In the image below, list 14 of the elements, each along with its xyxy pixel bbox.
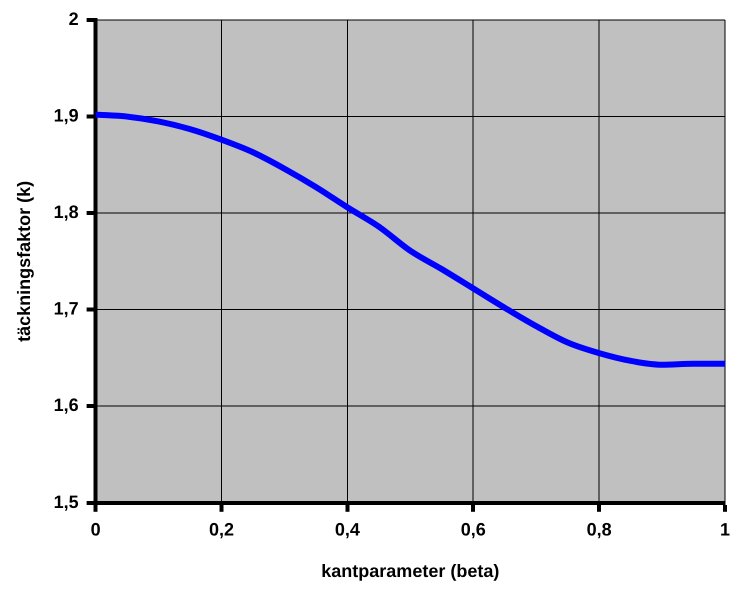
y-tick-label: 1,6 (54, 395, 79, 416)
x-tick-label: 0,2 (208, 520, 234, 540)
x-axis-title: kantparameter (beta) (321, 561, 500, 582)
x-tick-label: 0,8 (586, 520, 612, 540)
x-tick-label: 0,6 (460, 520, 486, 540)
x-tick-label: 0 (90, 520, 101, 540)
y-tick-label: 2 (68, 8, 79, 29)
y-tick-label: 1,7 (54, 298, 79, 319)
y-axis-title: täckningsfaktor (k) (14, 180, 34, 342)
y-tick-label: 1,8 (54, 202, 79, 222)
y-tick-label: 1,5 (54, 492, 79, 512)
x-tick-label: 0,4 (334, 520, 360, 540)
y-tick-label: 1,9 (54, 106, 79, 126)
x-tick-label: 1 (720, 520, 730, 540)
